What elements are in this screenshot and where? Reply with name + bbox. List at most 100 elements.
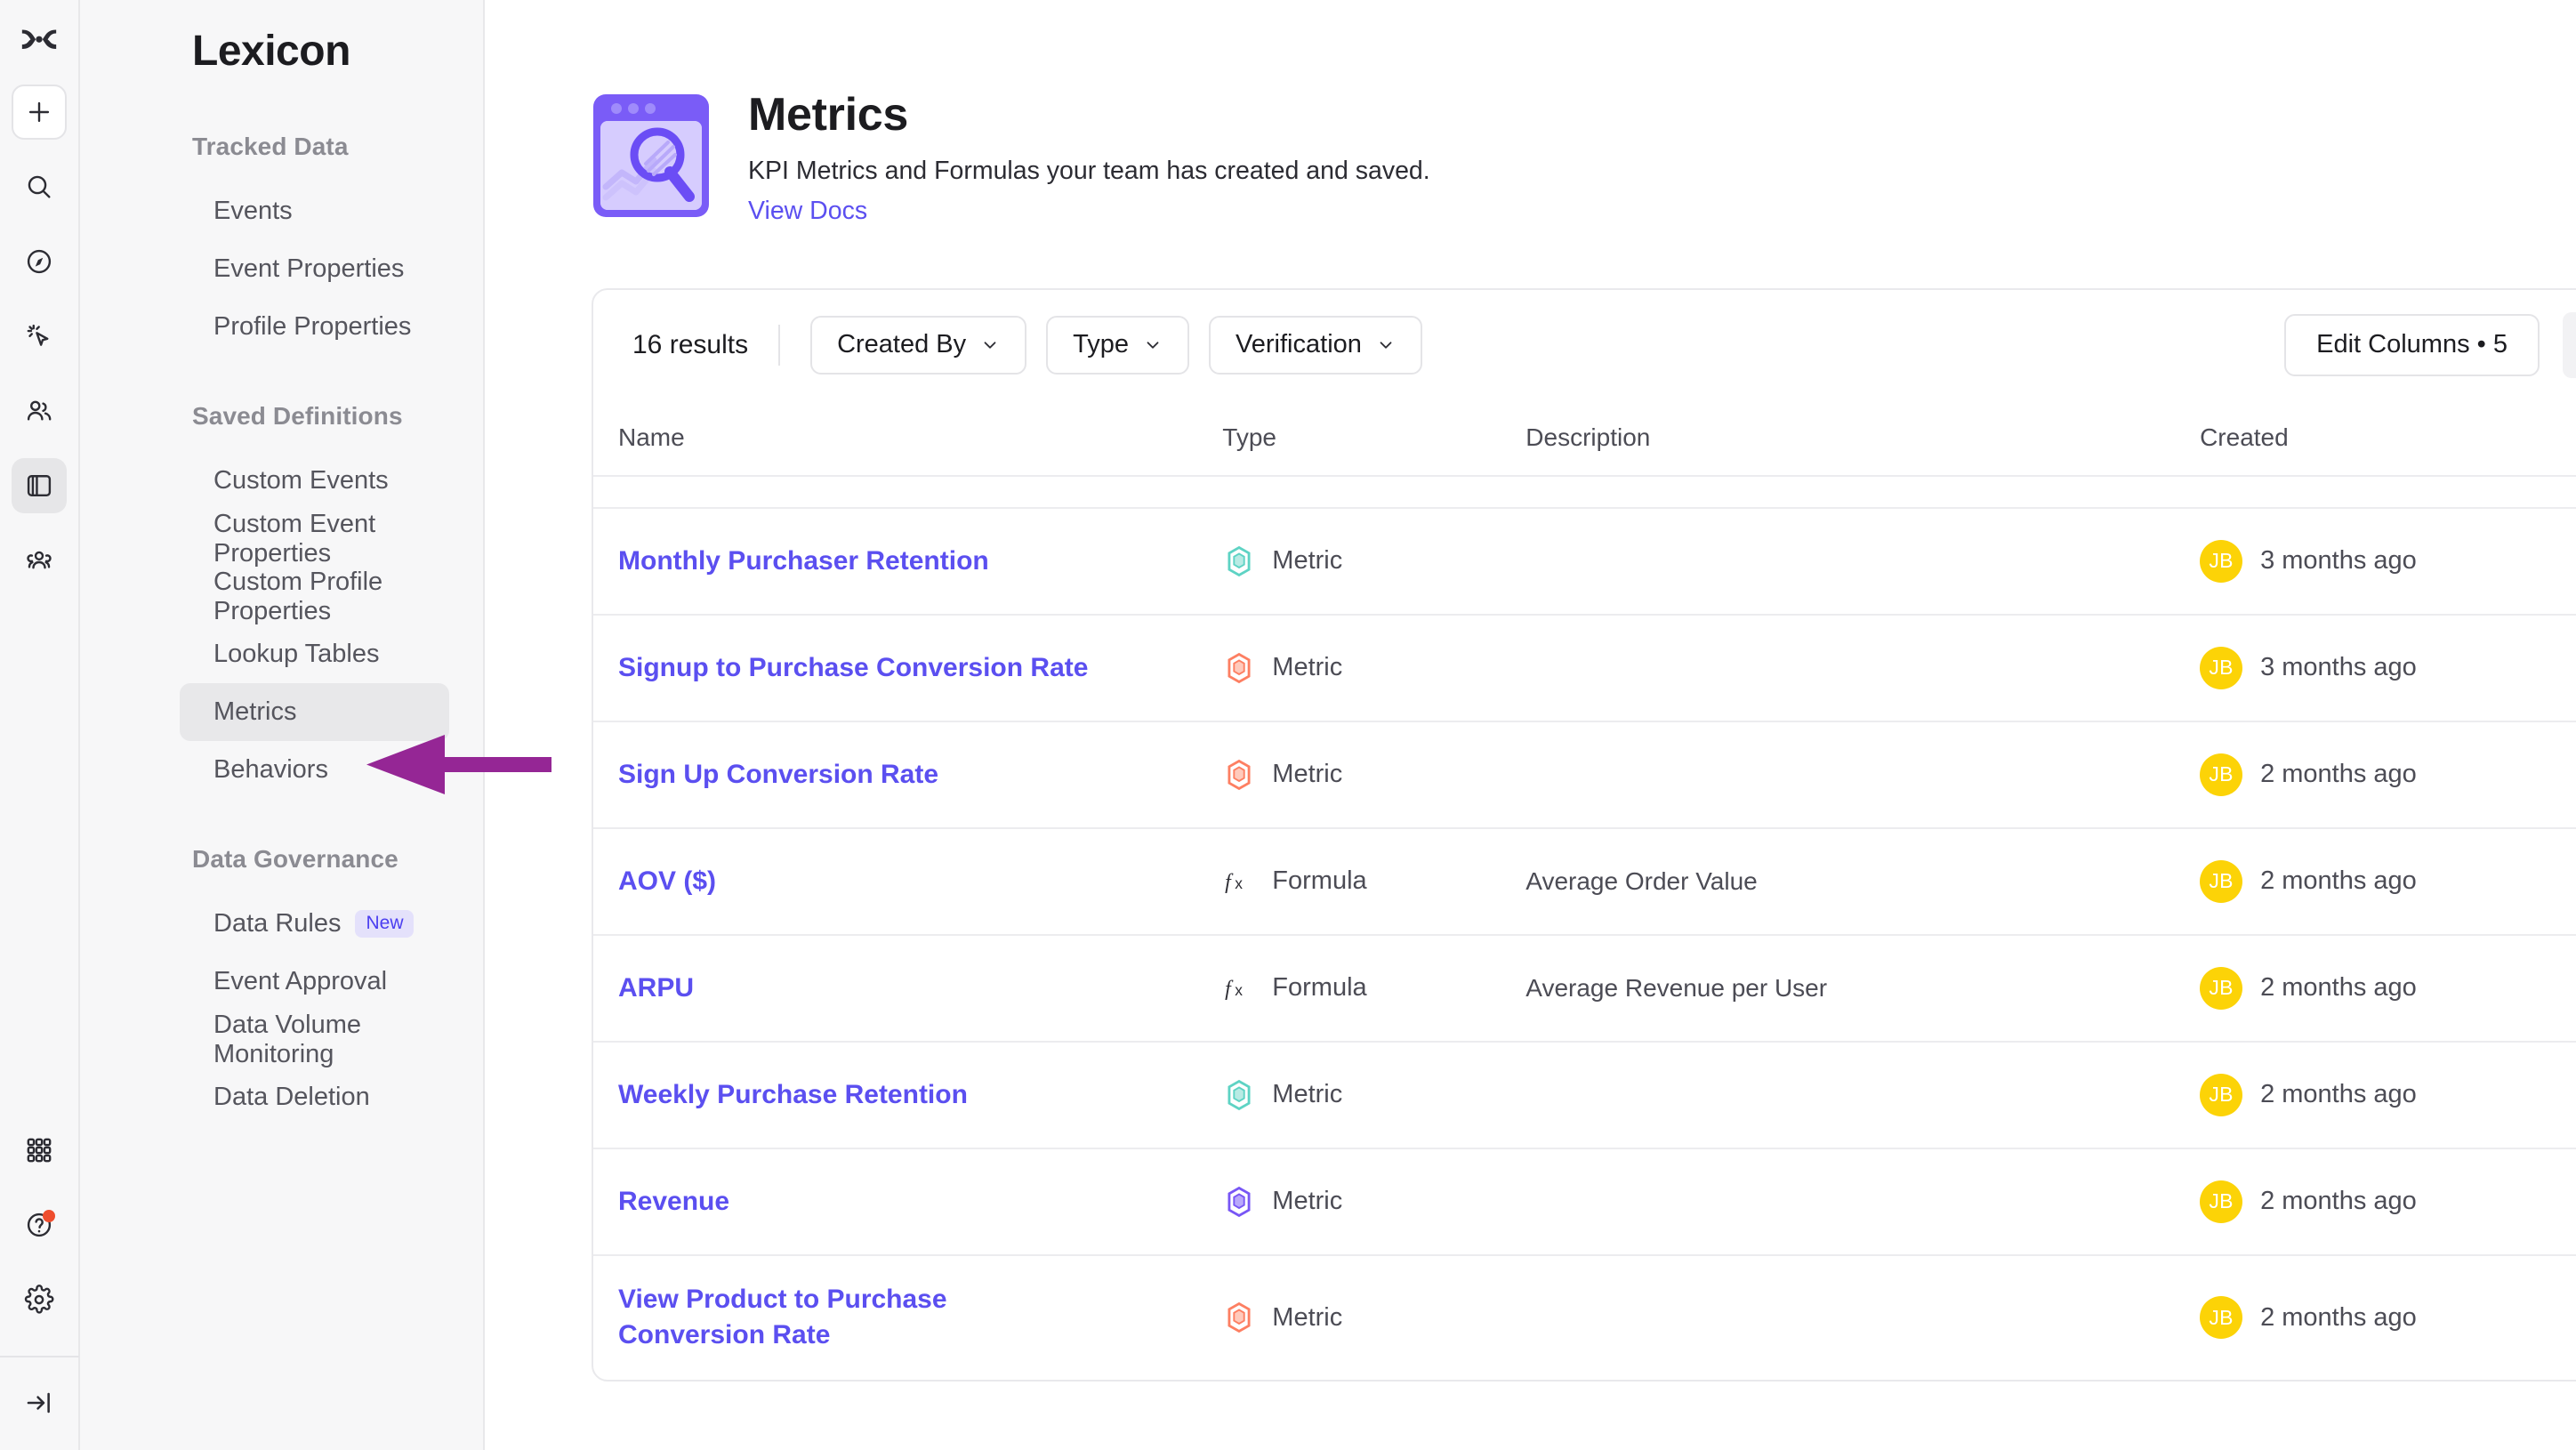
cell-type: Metric (1222, 1255, 1525, 1380)
chevron-down-icon (984, 342, 996, 349)
svg-text:f: f (1225, 978, 1234, 1001)
apps-grid-button[interactable] (12, 1123, 67, 1178)
metric-name-link[interactable]: AOV ($) (618, 866, 717, 896)
cell-type: Metric (1222, 1041, 1526, 1149)
table-head: Name Type Description Created Your acces… (593, 399, 2576, 477)
type-label: Metric (1272, 1080, 1343, 1109)
sidebar-item-label: Data Deletion (213, 1083, 370, 1111)
filter-created-by[interactable]: Created By (810, 315, 1027, 375)
sidebar-item-events[interactable]: Events (192, 182, 449, 240)
metrics-table: Name Type Description Created Your acces… (593, 399, 2576, 1380)
table-row[interactable]: Signup to Purchase Conversion Rate Metri… (593, 614, 2576, 722)
sidebar-item-behaviors[interactable]: Behaviors (192, 741, 449, 799)
cell-created: JB 2 months ago (2200, 1255, 2576, 1380)
table-row[interactable]: Weekly Purchase Retention Metric JB 2 mo… (593, 1041, 2576, 1149)
description-text: Average Order Value (1525, 866, 1758, 895)
metric-name-link[interactable]: Weekly Purchase Retention (618, 1079, 968, 1109)
cell-name: View Product to Purchase Conversion Rate (593, 1255, 1222, 1380)
help-button[interactable] (12, 1197, 67, 1253)
metric-name-link[interactable]: Sign Up Conversion Rate (618, 759, 939, 789)
type-label: Metric (1272, 653, 1343, 682)
table-row[interactable]: Sign Up Conversion Rate Metric JB 2 mont… (593, 721, 2576, 829)
hexagon-teal-icon (1228, 1079, 1251, 1110)
sidebar-item-data-volume-monitoring[interactable]: Data Volume Monitoring (192, 1011, 449, 1068)
column-header-type[interactable]: Type (1222, 399, 1526, 477)
page-title: Metrics (748, 89, 908, 141)
sidebar-group-tracked-data: Tracked Data (192, 133, 349, 160)
filter-label: Type (1073, 330, 1130, 359)
description-text: Average Revenue per User (1525, 973, 1828, 1002)
avatar: JB (2200, 1296, 2243, 1340)
table-row[interactable]: Revenue Metric JB 2 months ago (593, 1148, 2576, 1256)
page-header-text: Metrics KPI Metrics and Formulas your te… (748, 89, 1430, 226)
cell-type: Metric (1222, 1148, 1526, 1256)
sidebar-item-label: Event Properties (213, 254, 405, 283)
cell-created: JB 2 months ago (2200, 934, 2576, 1043)
lexicon-sidebar: Lexicon Tracked Data Events Event Proper… (80, 0, 551, 1450)
add-new-button[interactable] (12, 85, 67, 140)
table-row[interactable]: View Product to Purchase Conversion Rate… (593, 1255, 2576, 1380)
collapse-button[interactable] (12, 1375, 67, 1430)
cursor-click-icon-button[interactable] (12, 309, 67, 364)
svg-text:f: f (1225, 871, 1234, 894)
sidebar-title: Lexicon (192, 28, 350, 75)
metric-name-link[interactable]: View Product to Purchase Conversion Rate (618, 1284, 947, 1350)
sidebar-item-event-properties[interactable]: Event Properties (192, 240, 449, 298)
sidebar-item-profile-properties[interactable]: Profile Properties (192, 298, 449, 356)
search-box[interactable] (2563, 311, 2576, 378)
page-subtitle: KPI Metrics and Formulas your team has c… (748, 156, 1430, 185)
cohorts-button[interactable] (12, 533, 67, 588)
sidebar-item-label: Events (213, 197, 293, 225)
sidebar-item-data-rules[interactable]: Data Rules New (192, 895, 449, 953)
filter-label: Verification (1236, 330, 1362, 359)
sidebar-item-custom-event-properties[interactable]: Custom Event Properties (192, 510, 449, 568)
cell-name: Sign Up Conversion Rate (593, 721, 1223, 829)
view-docs-link[interactable]: View Docs (748, 196, 868, 225)
metric-name-link[interactable]: Revenue (618, 1186, 730, 1216)
sidebar-item-metrics[interactable]: Metrics (180, 683, 449, 741)
sidebar-item-label: Custom Profile Properties (213, 567, 383, 625)
metric-name-link[interactable]: Monthly Purchaser Retention (618, 545, 989, 576)
table-row[interactable]: Monthly Purchaser Retention Metric JB 3 … (593, 507, 2576, 616)
sidebar-item-event-approval[interactable]: Event Approval (192, 953, 449, 1011)
sidebar-item-label: Data Rules (213, 909, 342, 938)
sidebar-item-data-deletion[interactable]: Data Deletion (192, 1068, 449, 1126)
new-badge: New (355, 910, 415, 938)
column-header-name[interactable]: Name (593, 399, 1223, 477)
filter-label: Created By (837, 330, 967, 359)
type-label: Metric (1272, 546, 1343, 576)
metric-name-link[interactable]: Signup to Purchase Conversion Rate (618, 652, 1089, 682)
sidebar-item-lookup-tables[interactable]: Lookup Tables (192, 625, 449, 683)
type-label: Metric (1272, 1187, 1343, 1216)
cell-created: JB 3 months ago (2200, 614, 2576, 722)
chevron-down-icon (1380, 342, 1392, 349)
table-body: Monthly Purchaser Retention Metric JB 3 … (593, 475, 2576, 1380)
metrics-card: 16 results Created By Type Verification … (592, 287, 2576, 1382)
toolbar-divider (778, 324, 781, 366)
cell-description: Average Revenue per User (1525, 934, 2201, 1043)
search-button[interactable] (12, 159, 67, 214)
filter-type[interactable]: Type (1046, 315, 1190, 375)
explore-button[interactable] (12, 234, 67, 289)
mixpanel-logo-icon[interactable] (19, 20, 60, 65)
table-row[interactable]: AOV ($) f x Formula Average Order Value … (593, 827, 2576, 936)
column-header-created[interactable]: Created (2200, 399, 2576, 477)
filter-verification[interactable]: Verification (1209, 315, 1422, 375)
svg-text:x: x (1236, 874, 1244, 892)
table-row[interactable]: ARPU f x Formula Average Revenue per Use… (593, 934, 2576, 1043)
metric-name-link[interactable]: ARPU (618, 972, 695, 1003)
main-content: Metrics KPI Metrics and Formulas your te… (485, 0, 2576, 1450)
sidebar-item-custom-profile-properties[interactable]: Custom Profile Properties (192, 568, 449, 625)
toolbar-right-group: Edit Columns • 5 (2284, 311, 2576, 378)
sidebar-group-saved-definitions: Saved Definitions (192, 402, 403, 430)
settings-button[interactable] (12, 1272, 67, 1327)
sidebar-item-custom-events[interactable]: Custom Events (192, 452, 449, 510)
rail-divider (0, 1356, 79, 1357)
hexagon-purple-icon (1228, 1186, 1251, 1217)
cell-spacer (593, 475, 1223, 509)
icon-rail (0, 0, 80, 1450)
column-header-description[interactable]: Description (1525, 399, 2201, 477)
people-button[interactable] (12, 383, 67, 439)
edit-columns-button[interactable]: Edit Columns • 5 (2284, 313, 2540, 376)
lexicon-button[interactable] (12, 458, 67, 513)
